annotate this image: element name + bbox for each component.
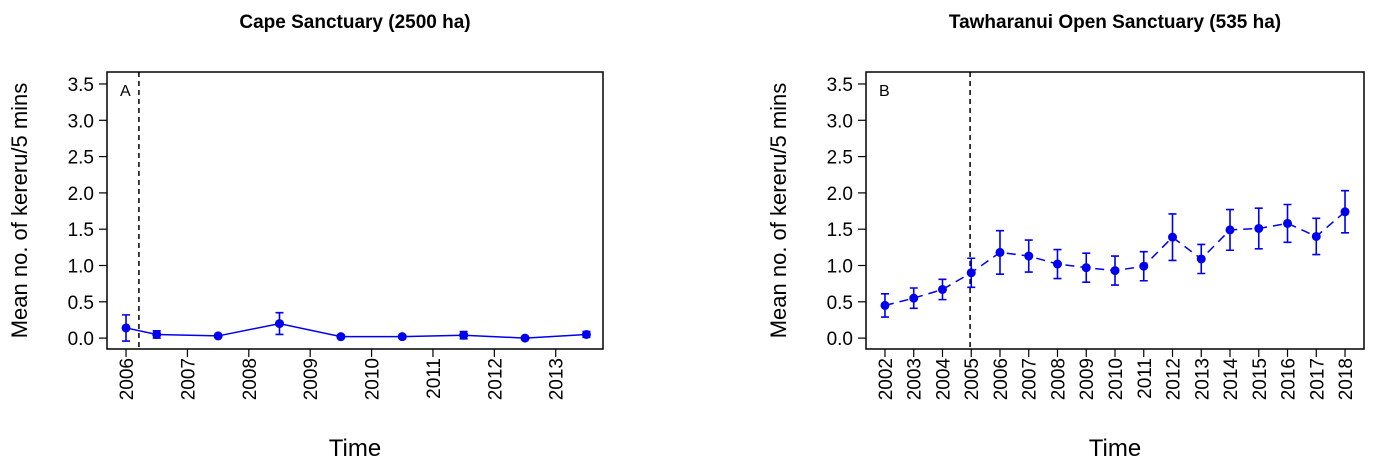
- y-tick-label: 0.0: [68, 329, 94, 350]
- y-tick-label: 3.5: [68, 75, 94, 96]
- plot-frame: [106, 71, 604, 350]
- chart-title: Cape Sanctuary (2500 ha): [239, 12, 470, 33]
- x-tick-label: 2004: [933, 358, 954, 401]
- y-tick-label: 2.0: [68, 184, 94, 205]
- x-tick-label: 2008: [1048, 358, 1069, 400]
- x-tick-label: 2012: [1164, 358, 1185, 400]
- data-point: [937, 284, 947, 294]
- x-tick-label: 2012: [485, 358, 506, 400]
- panel-label: B: [879, 83, 890, 100]
- panel-label: A: [120, 83, 131, 100]
- y-tick-label: 3.5: [827, 75, 853, 96]
- data-point: [1081, 263, 1091, 273]
- y-tick-label: 0.0: [827, 329, 853, 350]
- y-tick-label: 0.5: [827, 293, 853, 314]
- data-point: [121, 323, 131, 333]
- data-point: [274, 319, 284, 329]
- data-point: [1052, 259, 1062, 269]
- data-point: [1024, 251, 1034, 261]
- y-tick-label: 1.0: [68, 257, 94, 278]
- x-tick-label: 2010: [1106, 358, 1127, 400]
- plot-frame: [865, 71, 1365, 350]
- data-point: [336, 332, 346, 342]
- x-tick-label: 2015: [1250, 358, 1271, 400]
- y-tick-label: 2.5: [68, 148, 94, 169]
- data-point: [1225, 225, 1235, 235]
- data-point: [1254, 223, 1264, 233]
- data-point: [581, 329, 591, 339]
- y-tick-label: 0.5: [68, 293, 94, 314]
- data-point: [1196, 254, 1206, 264]
- data-point: [966, 268, 976, 278]
- data-point: [1340, 207, 1350, 217]
- y-tick-label: 1.0: [827, 257, 853, 278]
- data-point: [213, 331, 223, 341]
- chart-title: Tawharanui Open Sanctuary (535 ha): [949, 12, 1281, 33]
- x-tick-label: 2009: [301, 358, 322, 400]
- x-tick-label: 2011: [424, 358, 445, 399]
- y-tick-label: 2.0: [827, 184, 853, 205]
- x-tick-label: 2002: [876, 358, 897, 400]
- x-tick-label: 2013: [547, 358, 568, 400]
- x-tick-label: 2007: [1020, 358, 1041, 400]
- x-tick-label: 2010: [363, 358, 384, 400]
- x-tick-label: 2009: [1077, 358, 1098, 400]
- x-axis-label: Time: [329, 435, 381, 462]
- data-point: [1139, 261, 1149, 271]
- x-tick-label: 2013: [1192, 358, 1213, 400]
- data-point: [1283, 218, 1293, 228]
- x-tick-label: 2006: [991, 358, 1012, 400]
- y-axis-label: Mean no. of kereru/5 mins: [766, 83, 791, 339]
- data-point: [995, 247, 1005, 257]
- data-point: [397, 332, 407, 342]
- data-point: [880, 300, 890, 310]
- data-point: [909, 293, 919, 303]
- x-axis-label: Time: [1089, 435, 1141, 462]
- x-tick-label: 2014: [1221, 358, 1242, 401]
- x-tick-label: 2016: [1279, 358, 1300, 400]
- x-tick-label: 2017: [1307, 358, 1328, 400]
- y-tick-label: 3.0: [827, 111, 853, 132]
- x-tick-label: 2006: [117, 358, 138, 400]
- data-point: [459, 330, 469, 340]
- series-line: [125, 322, 587, 339]
- data-point: [520, 333, 530, 343]
- data-point: [1168, 232, 1178, 242]
- x-tick-label: 2011: [1135, 358, 1156, 399]
- x-tick-label: 2003: [905, 358, 926, 400]
- x-tick-label: 2018: [1336, 358, 1357, 400]
- data-point: [152, 329, 162, 339]
- x-tick-label: 2007: [178, 358, 199, 400]
- x-tick-label: 2005: [962, 358, 983, 400]
- y-tick-label: 1.5: [68, 220, 94, 241]
- y-tick-label: 2.5: [827, 148, 853, 169]
- x-tick-label: 2008: [240, 358, 261, 400]
- y-axis-label: Mean no. of kereru/5 mins: [7, 83, 32, 339]
- y-tick-label: 1.5: [827, 220, 853, 241]
- data-point: [1311, 231, 1321, 241]
- data-point: [1110, 266, 1120, 276]
- y-tick-label: 3.0: [68, 111, 94, 132]
